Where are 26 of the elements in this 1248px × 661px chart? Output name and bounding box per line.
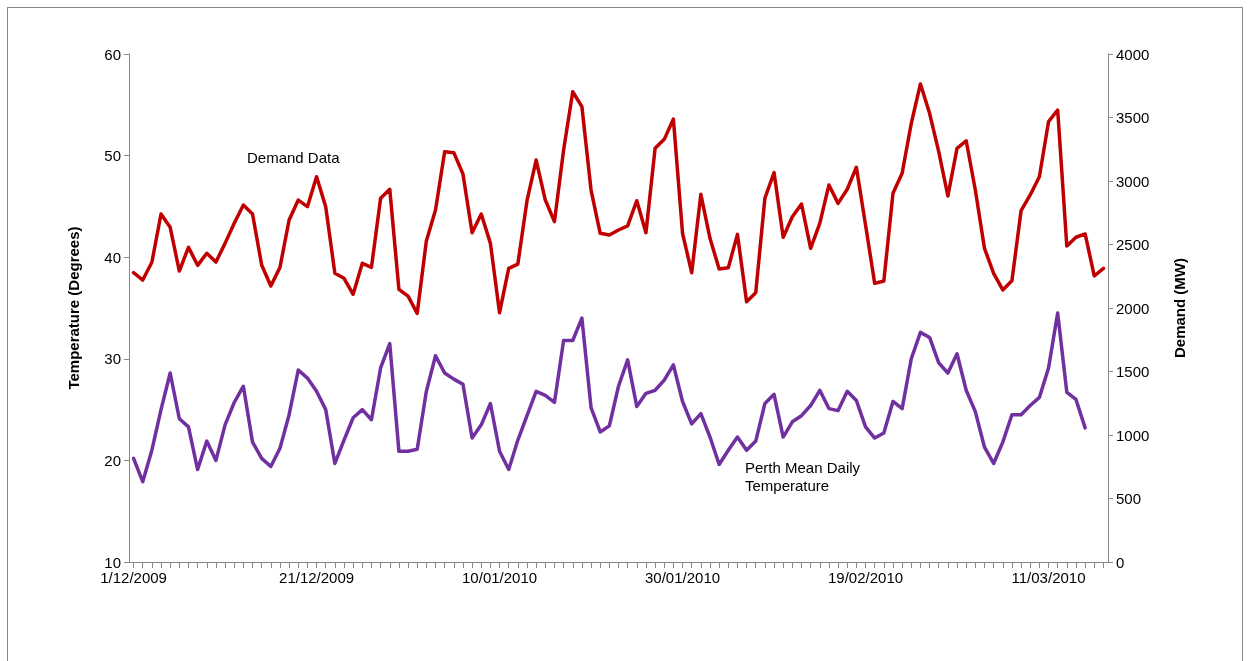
y-tick-label: 10 — [104, 553, 121, 571]
y2-tick-label: 3000 — [1116, 172, 1150, 190]
x-tick-label: 21/12/2009 — [279, 569, 355, 586]
y2-tick-label: 2000 — [1116, 299, 1150, 317]
series-label: Demand Data — [247, 148, 341, 166]
y2-tick-label: 500 — [1116, 490, 1142, 507]
y-tick-label: 60 — [104, 45, 121, 63]
y-tick-label: 20 — [104, 451, 121, 469]
y2-tick-label: 4000 — [1116, 45, 1150, 63]
y2-tick-label: 3500 — [1116, 109, 1150, 126]
x-tick-label: 19/02/2010 — [828, 569, 904, 586]
x-tick-label: 10/01/2010 — [462, 569, 538, 586]
y2-tick-label: 0 — [1116, 553, 1125, 571]
y-axis-title: Temperature (Degrees) — [65, 226, 82, 390]
y-tick-label: 30 — [104, 350, 121, 368]
y2-tick-label: 1500 — [1116, 363, 1150, 380]
x-tick-label: 11/03/2010 — [1011, 569, 1086, 586]
x-tick-label: 30/01/2010 — [645, 569, 721, 586]
y-tick-label: 40 — [104, 248, 121, 266]
series-label: Perth Mean Daily Temperature — [745, 458, 865, 494]
y-tick-label: 50 — [104, 147, 121, 165]
y2-axis-title: Demand (MW) — [1171, 258, 1188, 358]
line-series — [131, 82, 1106, 316]
y2-tick-label: 2500 — [1116, 236, 1150, 253]
y2-tick-label: 1000 — [1116, 426, 1150, 444]
x-tick-label: 1/12/2009 — [100, 569, 167, 586]
